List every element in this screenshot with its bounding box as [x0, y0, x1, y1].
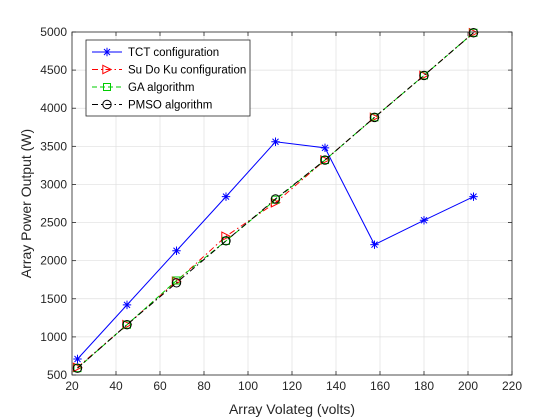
asterisk-stroke [173, 247, 180, 255]
legend-label: Su Do Ku configuration [128, 65, 246, 77]
x-tick-label: 160 [370, 379, 390, 393]
data-point [468, 28, 479, 38]
data-point [320, 143, 330, 153]
y-tick-label: 500 [47, 368, 67, 382]
data-point [172, 246, 181, 255]
series-line [77, 32, 474, 369]
x-tick-label: 100 [238, 379, 258, 393]
legend-marker [102, 99, 112, 110]
ticks: 20 40 60 80 100 120 140 160 180 200 220 500 1000 1500… [40, 25, 522, 393]
legend-entry: Su Do Ku configuration [92, 64, 246, 77]
asterisk-stroke [321, 144, 329, 152]
legend-label: TCT configuration [128, 47, 219, 59]
data-point [73, 354, 82, 364]
data-point [370, 240, 379, 249]
y-tick-label: 3500 [40, 139, 67, 153]
data-point [73, 364, 82, 373]
data-point [122, 300, 132, 310]
data-point [320, 155, 330, 165]
data-point [321, 156, 329, 165]
y-tick-label: 2000 [40, 254, 67, 268]
data-point [419, 70, 429, 81]
legend-label: GA algorithm [128, 82, 194, 94]
y-tick-label: 1500 [40, 292, 67, 306]
asterisk-stroke [272, 138, 279, 146]
x-tick-label: 120 [282, 379, 302, 393]
asterisk-stroke [74, 355, 81, 363]
x-tick-label: 220 [502, 379, 522, 393]
x-tick-label: 200 [458, 379, 478, 393]
series-group [72, 27, 479, 373]
legend-label: PMSO algorithm [128, 100, 212, 112]
data-point [370, 113, 379, 122]
data-point [221, 192, 231, 201]
series-1 [73, 137, 478, 364]
data-point [419, 216, 429, 225]
legend-marker [102, 64, 113, 75]
x-tick-label: 80 [197, 379, 211, 393]
data-point [271, 137, 280, 146]
data-point [270, 194, 281, 204]
y-axis-label: Array Power Output (W) [18, 129, 34, 278]
data-point [369, 112, 380, 123]
data-point [222, 236, 230, 245]
x-tick-label: 180 [414, 379, 434, 393]
data-point [72, 363, 83, 373]
series-4 [72, 28, 479, 373]
legend-box [85, 39, 251, 117]
legend-entry: TCT configuration [92, 47, 219, 59]
legend-marker [102, 47, 112, 57]
asterisk-stroke [470, 193, 477, 201]
data-point [122, 319, 132, 330]
legend-entry: GA algorithm [92, 82, 194, 94]
x-tick-label: 40 [109, 379, 123, 393]
data-point [123, 320, 131, 329]
asterisk-stroke [123, 301, 131, 309]
data-point [469, 28, 478, 37]
x-tick-label: 140 [326, 379, 346, 393]
data-point [221, 231, 232, 242]
data-point [270, 197, 281, 208]
asterisk-stroke [103, 48, 111, 56]
legend-marker [103, 83, 111, 91]
data-point [171, 278, 182, 288]
data-point [469, 192, 478, 201]
x-tick-label: 20 [65, 379, 79, 393]
y-tick-label: 4000 [40, 101, 67, 115]
legend-entry: PMSO algorithm [92, 100, 212, 112]
y-tick-label: 4500 [40, 63, 67, 77]
x-tick-label: 60 [153, 379, 167, 393]
asterisk-stroke [222, 193, 230, 201]
data-point [420, 71, 428, 80]
y-tick-label: 3000 [40, 177, 67, 191]
y-tick-label: 5000 [40, 25, 67, 39]
asterisk-stroke [371, 241, 378, 249]
y-tick-label: 2500 [40, 216, 67, 230]
y-tick-label: 1000 [40, 330, 67, 344]
x-axis-label: Array Volateg (volts) [229, 401, 355, 417]
data-point [221, 236, 231, 246]
legend: TCT configuration Su Do Ku configuration G… [85, 39, 251, 117]
asterisk-stroke [420, 216, 428, 224]
